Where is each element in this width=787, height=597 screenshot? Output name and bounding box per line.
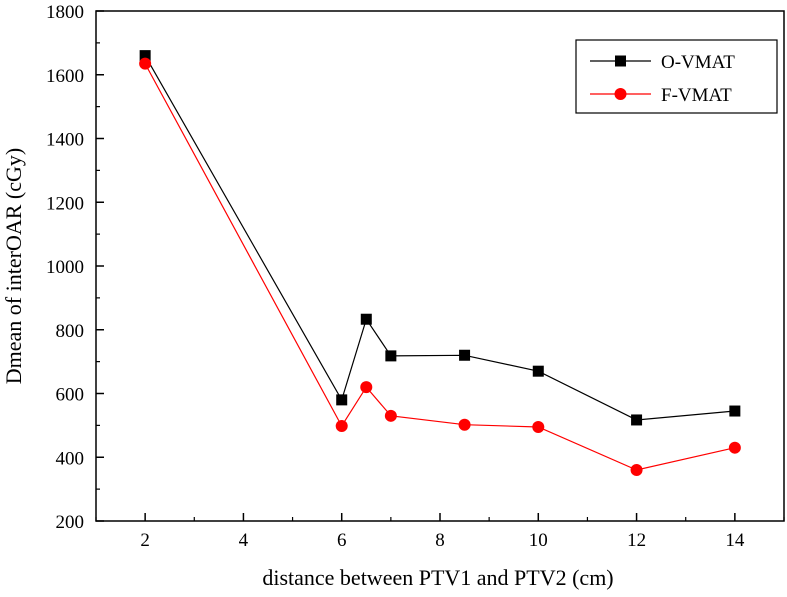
data-point [458, 418, 471, 431]
data-point [729, 405, 741, 417]
data-point [139, 57, 152, 70]
series-line-F-VMAT [144, 63, 736, 471]
legend-marker [614, 88, 627, 100]
legend-label: O-VMAT [661, 52, 735, 73]
axes: 200 400 600 800 1000 1200 1400 1600 1800 2 4 6 8 10 12… [46, 2, 785, 551]
series-layer [139, 50, 741, 476]
data-point [360, 313, 372, 325]
y-tick-label: 1200 [46, 193, 84, 214]
legend-box [575, 39, 778, 114]
x-tick-label: 14 [725, 530, 745, 551]
data-point [728, 441, 741, 454]
x-tick-label: 2 [140, 530, 150, 551]
legend-marker [615, 55, 626, 67]
data-point [459, 349, 471, 361]
data-point [532, 365, 544, 377]
legend-label: F-VMAT [661, 85, 732, 106]
x-tick-label: 10 [529, 530, 548, 551]
x-tick-label: 12 [627, 530, 646, 551]
y-axis-title: Dmean of interOAR (cGy) [1, 148, 26, 384]
y-tick-label: 1800 [46, 2, 84, 23]
data-point [385, 350, 397, 362]
data-point [360, 381, 373, 394]
y-tick-label: 800 [56, 321, 85, 342]
data-point [532, 420, 545, 433]
series-line-O-VMAT [144, 55, 735, 421]
x-tick-label: 6 [337, 530, 347, 551]
data-point [630, 464, 643, 476]
y-tick-label: 200 [56, 512, 85, 533]
data-point [631, 414, 643, 426]
y-tick-label: 1600 [46, 66, 84, 87]
x-axis-title: distance between PTV1 and PTV2 (cm) [262, 565, 613, 590]
y-tick-label: 1000 [46, 257, 84, 278]
x-tick-label: 4 [239, 530, 249, 551]
legend: O-VMAT F-VMAT [575, 39, 778, 114]
y-tick-label: 400 [56, 448, 85, 469]
x-tick-label: 8 [435, 530, 445, 551]
data-point [139, 50, 151, 62]
data-point [384, 409, 397, 422]
data-point [335, 420, 348, 433]
data-point [336, 394, 348, 406]
y-tick-label: 1400 [46, 130, 84, 151]
y-tick-label: 600 [56, 385, 85, 406]
